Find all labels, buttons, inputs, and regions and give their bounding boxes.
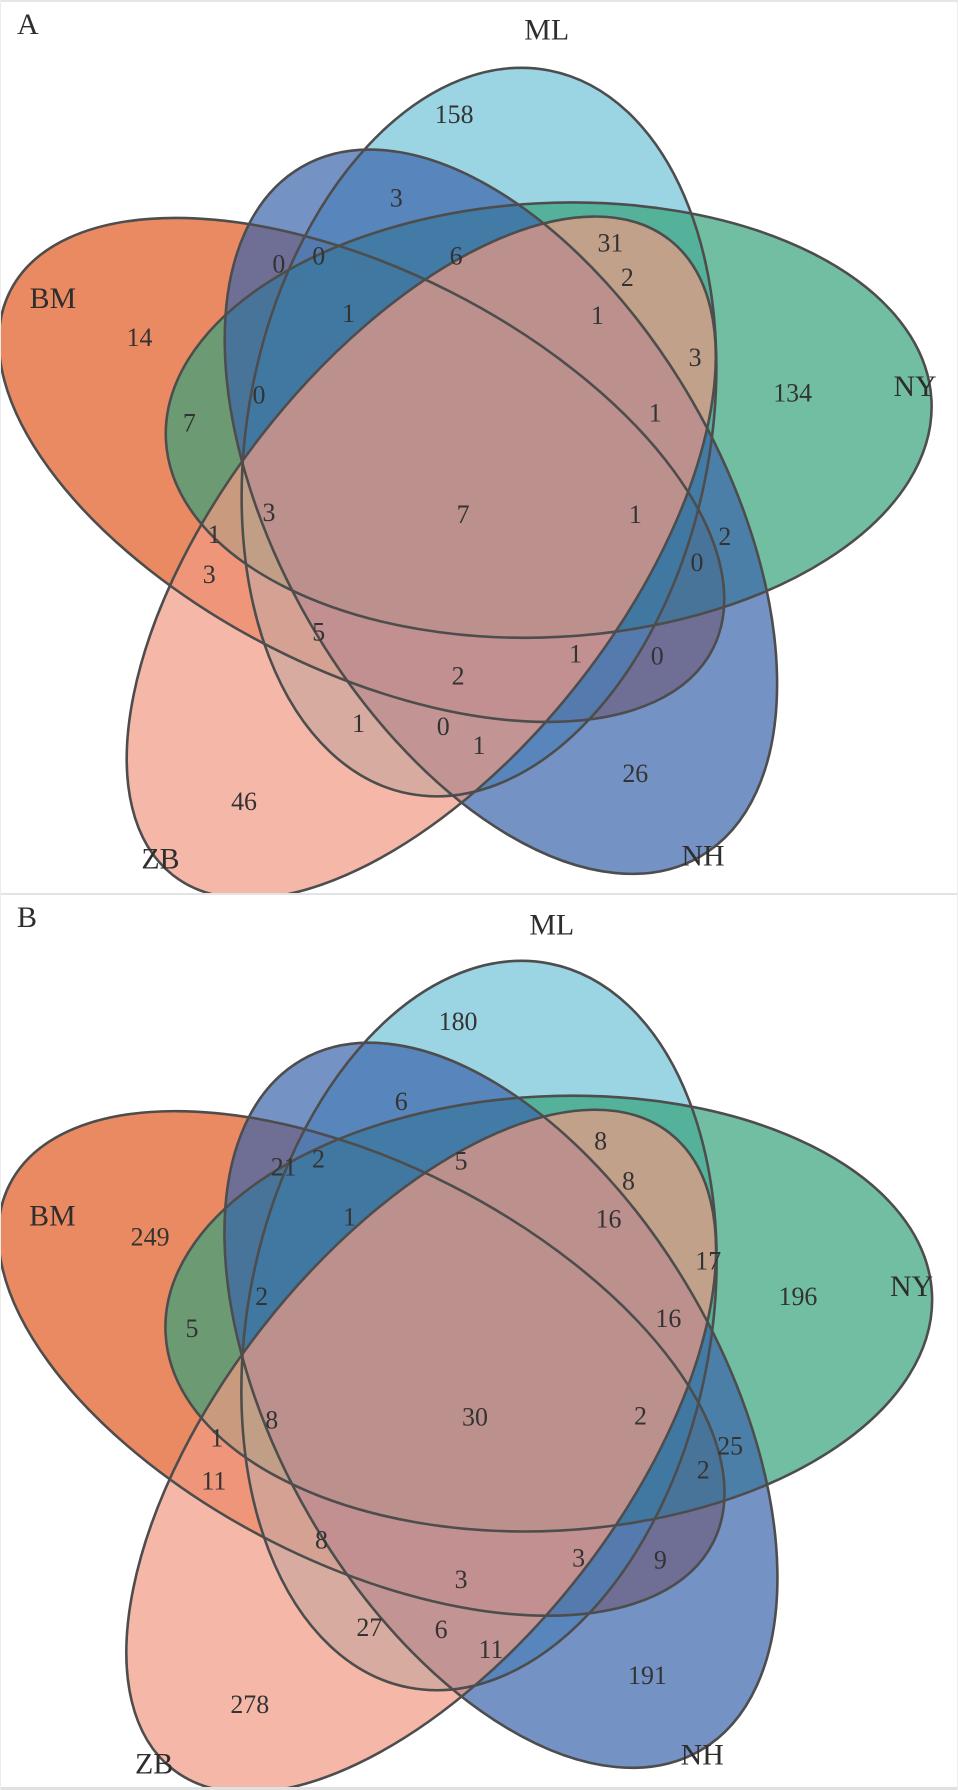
ellipse-ZB [126, 216, 716, 893]
set-label-ML: ML [529, 908, 574, 941]
region-count-ML-NY-NH-ZB: 16 [596, 1204, 622, 1233]
region-count-ML-NY-NH-ZB-BM: 30 [462, 1403, 488, 1432]
region-count-ZB-BM-ML: 5 [312, 618, 325, 647]
venn-diagram-b: MLNYNHZBBM180196191278249825111121617927… [1, 908, 934, 1787]
region-count-ZB: 46 [231, 787, 257, 816]
ellipse-outline-ML [240, 959, 718, 1692]
region-count-BM-ML-NH: 0 [312, 241, 325, 270]
ellipse-outline-NH [223, 1041, 779, 1770]
region-count-NH-BM: 9 [654, 1545, 667, 1574]
set-label-ZB: ZB [135, 1748, 173, 1781]
region-count-NH-ZB: 1 [473, 731, 486, 760]
region-count-ML-NY-NH: 6 [450, 241, 463, 270]
set-label-NH: NH [681, 840, 724, 873]
region-count-ML-NY-ZB: 2 [621, 263, 634, 292]
region-count-ZB: 278 [230, 1690, 269, 1719]
venn-panel-a: A ML NY NH ZB BM 158 134 26 46 14 31 2 1 3 0 3 3 0 1 7 6 1 1 5 0… [1, 0, 957, 895]
region-count-NH-ZB-BM-ML: 3 [455, 1565, 468, 1594]
ellipse-ZB [126, 1109, 717, 1787]
region-count-NY-NH-ZB-BM: 2 [634, 1402, 647, 1431]
region-count-ZB-BM-ML-NY: 8 [265, 1406, 278, 1435]
region-count-NH-ZB-ML: 0 [437, 712, 450, 741]
region-count-NY-NH: 2 [718, 522, 731, 551]
region-count-ML-NH: 6 [395, 1087, 408, 1116]
region-count-BM-ML: 21 [271, 1153, 297, 1182]
region-count-ML-NY: 31 [597, 228, 623, 257]
region-count-ZB-BM: 11 [201, 1467, 226, 1496]
region-count-BM-ML-NY: 2 [255, 1282, 268, 1311]
region-count-ZB-ML: 27 [356, 1613, 382, 1642]
ellipse-outline-ZB [125, 215, 718, 893]
region-count-NH-ZB-ML: 6 [435, 1615, 448, 1644]
region-count-NY-ZB: 17 [695, 1246, 721, 1275]
region-count-BM-ML-NH: 2 [312, 1145, 325, 1174]
set-label-NH: NH [681, 1739, 724, 1772]
region-count-NY-NH-ZB: 16 [655, 1304, 681, 1333]
ellipse-outline-ML [240, 66, 718, 798]
ellipse-outline-NY [164, 201, 933, 640]
region-count-NY-NH-BM: 2 [697, 1456, 710, 1485]
set-label-NY: NY [890, 1270, 933, 1303]
panel-b-letter: B [17, 901, 38, 934]
region-count-NH: 191 [628, 1661, 667, 1690]
region-count-NY-NH: 25 [717, 1432, 743, 1461]
region-count-BM-NY: 5 [185, 1314, 198, 1343]
region-count-ML-NY: 8 [594, 1127, 607, 1156]
region-count-NH-ZB-BM: 3 [572, 1543, 585, 1572]
region-count-ZB-BM-NY: 1 [210, 1424, 223, 1453]
region-count-NY-NH-BM: 0 [691, 548, 704, 577]
region-count-BM-NY: 7 [183, 409, 196, 438]
region-count-ML-NY-ZB: 8 [622, 1167, 635, 1196]
region-count-NY-NH-ZB: 1 [649, 399, 662, 428]
panel-a-letter: A [17, 8, 39, 41]
region-count-NY: 196 [779, 1282, 818, 1311]
region-count-BM-ML-NY-NH: 1 [342, 299, 355, 328]
venn-diagram-a: MLNYNHZBBM158134264614312130330176115020… [1, 13, 937, 893]
region-count-BM: 14 [127, 323, 153, 352]
region-count-NY: 134 [773, 379, 812, 408]
region-count-NH-ZB-BM-ML: 2 [452, 661, 465, 690]
ellipse-outline-NY [164, 1094, 934, 1533]
ellipse-outline-BM [1, 216, 726, 724]
set-label-BM: BM [29, 1199, 76, 1232]
region-count-ML-NY-NH-ZB-BM: 7 [457, 500, 470, 529]
region-count-ZB-ML: 1 [352, 709, 365, 738]
region-count-BM-ML-NY-NH: 1 [343, 1202, 356, 1231]
venn-panel-b: B ML NY NH ZB BM 180 196 191 278 249 8 25 11 11 21 6 17 9… [1, 895, 957, 1790]
region-count-ML: 158 [435, 100, 474, 129]
region-count-NH-ZB-BM: 1 [569, 640, 582, 669]
region-count-ZB-BM-ML-NY: 3 [262, 498, 275, 527]
region-count-ML-NY-NH: 5 [455, 1147, 468, 1176]
region-count-ZB-BM-NY: 1 [208, 520, 221, 549]
region-count-NH-ZB: 11 [478, 1635, 503, 1664]
set-label-ZB: ZB [141, 843, 179, 876]
region-count-ZB-BM-ML: 8 [315, 1525, 328, 1554]
set-label-ML: ML [524, 13, 569, 46]
region-count-NY-ZB: 3 [689, 343, 702, 372]
region-count-BM-ML: 0 [272, 249, 285, 278]
region-count-NY-NH-ZB-BM: 1 [629, 500, 642, 529]
region-count-ML-NY-NH-ZB: 1 [591, 301, 604, 330]
region-count-NH: 26 [622, 759, 648, 788]
set-label-NY: NY [893, 370, 936, 403]
region-count-NH-BM: 0 [651, 642, 664, 671]
region-count-ZB-BM: 3 [203, 560, 216, 589]
region-count-BM: 249 [131, 1222, 170, 1251]
set-label-BM: BM [30, 282, 76, 315]
region-count-BM-ML-NY: 0 [253, 381, 266, 410]
ellipse-outline-BM [1, 1109, 726, 1618]
region-count-ML-NH: 3 [390, 184, 403, 213]
ellipse-outline-ZB [125, 1108, 718, 1787]
ellipse-outline-NH [223, 148, 779, 876]
region-count-ML: 180 [439, 1007, 478, 1036]
